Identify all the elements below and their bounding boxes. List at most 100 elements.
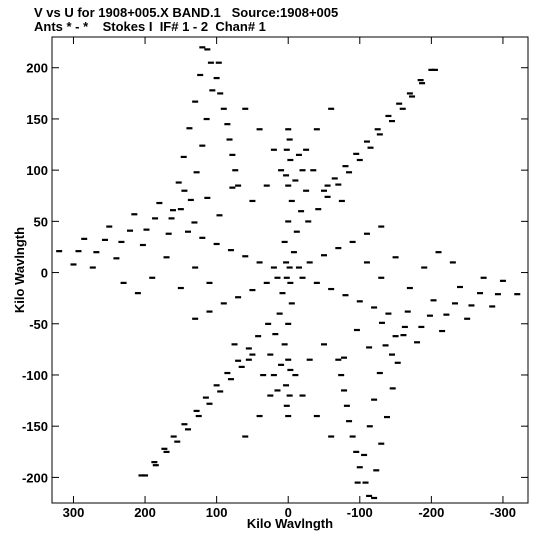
- uv-point: [371, 306, 378, 309]
- uv-point: [306, 261, 313, 264]
- uv-point: [151, 461, 158, 464]
- uv-point: [349, 435, 356, 438]
- uv-point: [267, 394, 274, 397]
- uv-point: [418, 325, 425, 329]
- uv-point: [120, 281, 127, 285]
- y-tick-label: -200: [22, 470, 48, 485]
- uv-point: [295, 266, 302, 269]
- uv-point: [56, 250, 63, 253]
- uv-point: [81, 237, 88, 240]
- uv-point: [367, 146, 374, 149]
- uv-point: [285, 184, 292, 187]
- uv-point: [385, 312, 392, 315]
- uv-point: [263, 184, 270, 187]
- uv-point: [419, 82, 426, 85]
- x-tick-label: -100: [347, 505, 373, 520]
- uv-point: [353, 152, 360, 155]
- uv-point: [494, 293, 501, 296]
- uv-point: [292, 179, 299, 182]
- x-tick-label: 0: [285, 505, 292, 520]
- chart-title: V vs U for 1908+005.X BAND.1 Source:1908…: [34, 5, 339, 20]
- uv-point: [142, 474, 149, 477]
- uv-point: [349, 240, 356, 244]
- uv-point: [321, 254, 327, 257]
- uv-point: [227, 378, 234, 381]
- uv-point: [394, 361, 401, 364]
- uv-point: [363, 140, 370, 143]
- uv-point: [451, 302, 458, 305]
- uv-point: [400, 334, 407, 337]
- uv-point: [283, 276, 290, 279]
- uv-point: [342, 294, 349, 297]
- uv-point: [152, 464, 159, 467]
- uv-point: [430, 299, 437, 302]
- uv-point: [204, 48, 211, 51]
- uv-point: [260, 373, 267, 377]
- uv-point: [270, 266, 277, 269]
- uv-point: [286, 138, 293, 141]
- uv-point: [457, 285, 463, 289]
- uv-point: [371, 398, 378, 401]
- uv-point: [187, 198, 194, 202]
- uv-point: [138, 474, 145, 477]
- uv-point: [286, 266, 293, 269]
- uv-point: [356, 158, 363, 162]
- uv-point: [335, 358, 342, 361]
- y-tick-label: 200: [26, 61, 48, 76]
- uv-point: [181, 189, 188, 192]
- uv-point: [443, 313, 450, 316]
- uv-point: [93, 251, 100, 254]
- uv-point: [426, 314, 433, 317]
- uv-point: [256, 128, 263, 131]
- uv-point: [354, 481, 361, 484]
- uv-point: [283, 148, 290, 151]
- uv-point: [480, 276, 487, 279]
- y-tick-label: 150: [26, 112, 48, 127]
- uv-point: [238, 365, 245, 368]
- uv-point: [341, 356, 348, 359]
- uv-point: [149, 276, 156, 279]
- uv-point: [392, 256, 399, 259]
- uv-point: [285, 220, 292, 223]
- uv-point: [287, 158, 294, 162]
- y-tick-label: 100: [26, 163, 48, 178]
- uv-point: [224, 371, 231, 375]
- uv-point: [376, 371, 383, 375]
- y-tick-label: -50: [29, 317, 48, 332]
- uv-point: [331, 177, 338, 180]
- uv-point: [249, 353, 256, 356]
- uv-point: [404, 310, 411, 313]
- uv-point: [235, 359, 242, 362]
- uv-point: [131, 213, 138, 216]
- uv-point: [245, 358, 252, 361]
- uv-point: [191, 221, 198, 224]
- uv-point: [324, 195, 331, 198]
- uv-point: [406, 92, 413, 95]
- uv-point: [328, 435, 335, 438]
- uv-point: [177, 208, 184, 211]
- uv-point: [281, 240, 288, 244]
- uv-point: [217, 92, 224, 95]
- uv-point: [489, 305, 496, 308]
- y-tick-label: -100: [22, 368, 48, 383]
- uv-point: [215, 61, 222, 64]
- uv-point: [220, 107, 227, 110]
- x-axis-ticks: 300 200 100 0 -100 -200 -300: [63, 37, 516, 520]
- x-axis-label: Kilo Wavlngth: [247, 516, 333, 531]
- uv-point: [373, 469, 380, 472]
- uv-point: [389, 119, 395, 123]
- uv-point: [287, 281, 294, 285]
- uv-point: [468, 304, 475, 307]
- uv-point: [229, 186, 236, 189]
- uv-point: [101, 238, 108, 241]
- uv-point: [206, 310, 213, 313]
- y-tick-label: -150: [22, 419, 48, 434]
- uv-point: [346, 420, 353, 423]
- uv-point: [263, 281, 270, 285]
- uv-point: [285, 322, 292, 325]
- uv-point: [385, 114, 392, 118]
- uv-point: [431, 68, 438, 71]
- uv-point: [265, 322, 272, 325]
- uv-point: [156, 201, 163, 205]
- uv-point: [281, 343, 288, 346]
